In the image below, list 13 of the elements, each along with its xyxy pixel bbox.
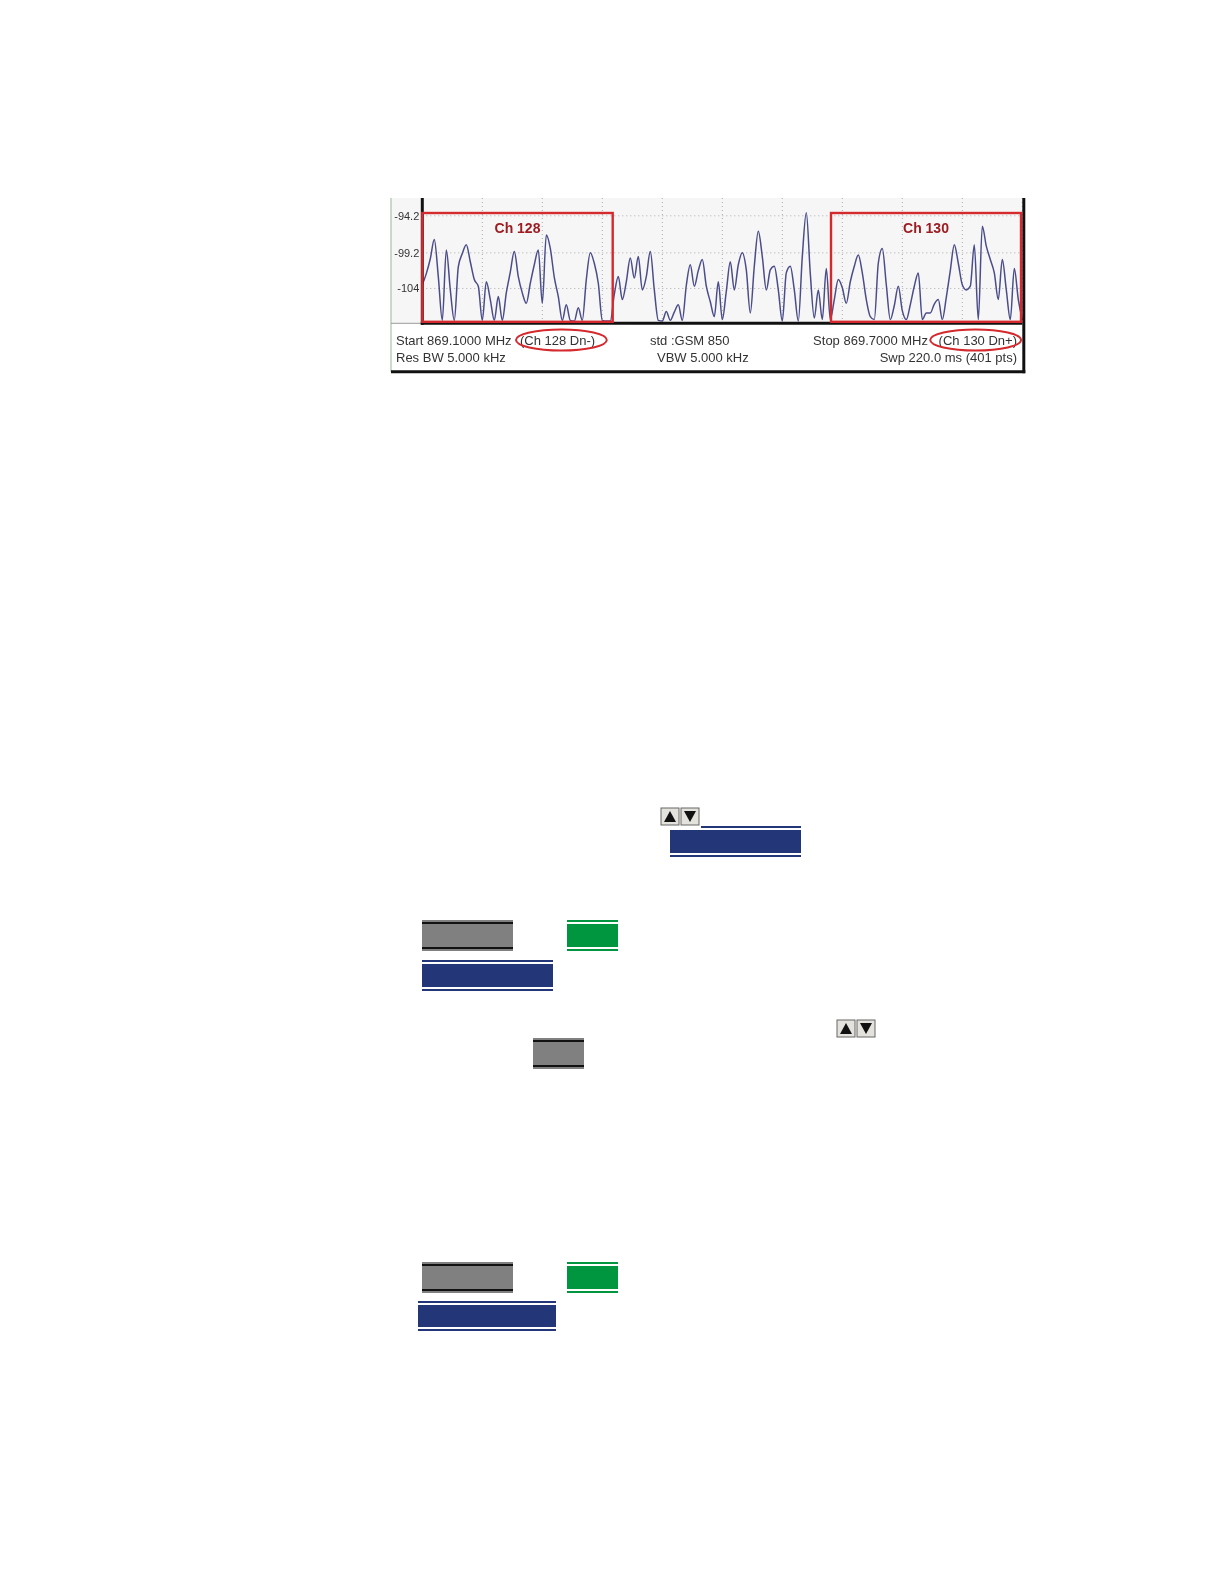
text: std :GSM 850: [650, 333, 730, 348]
text: Start 869.1000 MHz: [396, 333, 512, 348]
annotation: Ch 128: [494, 220, 541, 236]
text: (Ch 130 Dn+): [938, 333, 1017, 348]
text: Swp 220.0 ms (401 pts): [879, 350, 1017, 365]
text: VBW 5.000 kHz: [657, 350, 749, 365]
y-tick-label: -104: [397, 282, 420, 295]
annotation: Ch 130: [903, 220, 950, 236]
text: Stop 869.7000 MHz: [813, 333, 928, 348]
text: Res BW 5.000 kHz: [396, 350, 506, 365]
text: (Ch 128 Dn-): [520, 333, 596, 348]
y-tick-label: -94.2: [394, 209, 420, 222]
y-tick-label: -99.2: [394, 246, 420, 259]
